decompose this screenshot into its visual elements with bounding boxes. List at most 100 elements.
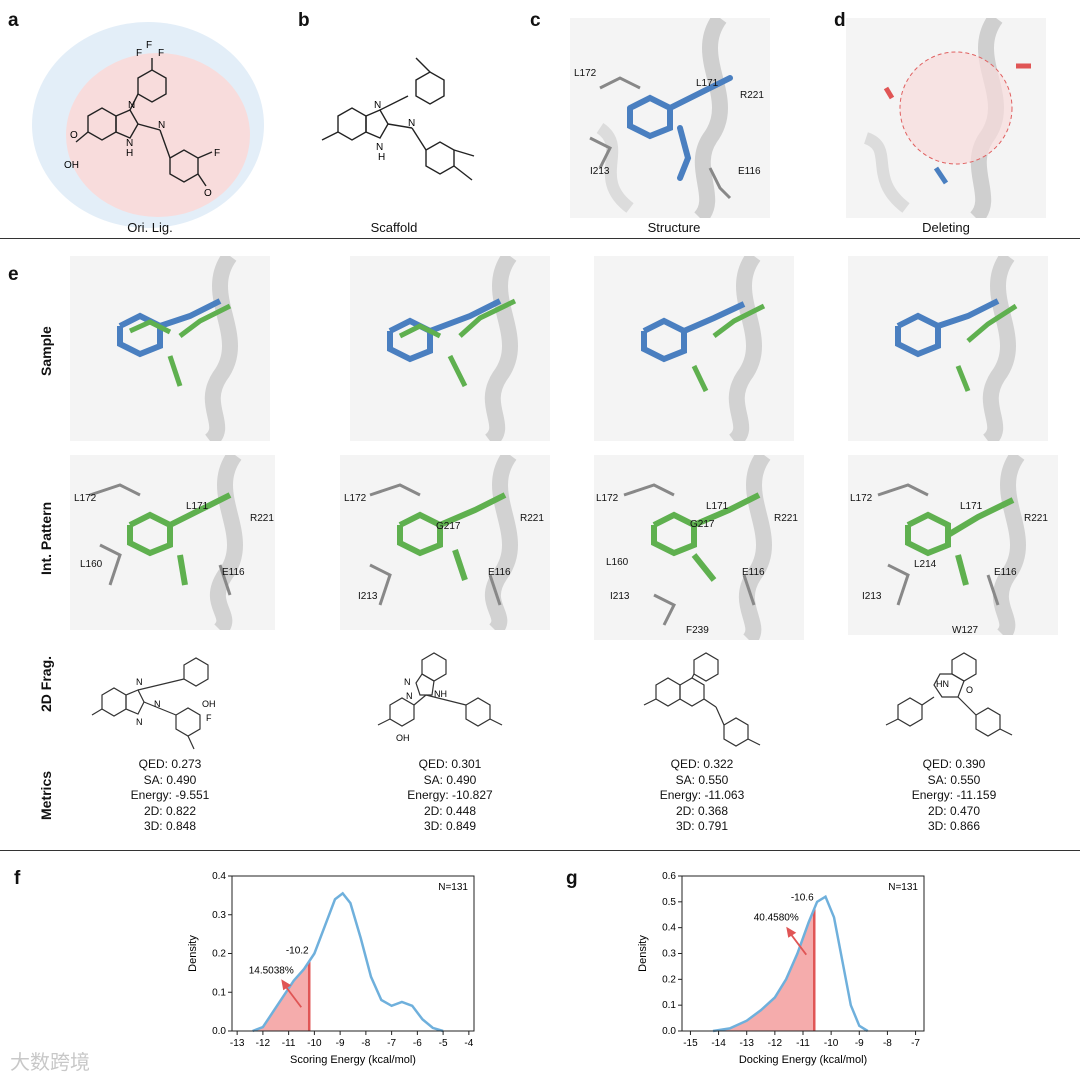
metrics-1: QED: 0.273 SA: 0.490 Energy: -9.551 2D: … [90,757,250,835]
metric-2d: 2D: 0.822 [143,803,197,818]
chart2-y-tick-label-4: 0.4 [662,923,676,934]
int4-res-3: L214 [914,559,937,570]
atom-f3: F [158,48,164,59]
res-l171: L171 [696,78,719,89]
panel-d-deleting [846,18,1046,218]
atom-o: O [70,130,78,141]
res-e116: E116 [738,166,761,177]
int-panel-2: L172 G217 R221 I213 E116 [340,455,550,630]
frag4-atom-1: O [966,685,973,695]
metric-3d: 3D: 0.866 [927,819,981,833]
scaffold-atom-n2: N [408,118,415,129]
chart2-x-tick-label-0: -15 [683,1038,698,1049]
scaffold-atom-n1: N [374,100,381,111]
row-label-2d-frag: 2D Frag. [38,655,54,712]
panel-label-a: a [8,10,19,31]
chart1-x-tick-label-9: -4 [464,1038,473,1049]
panel-label-g: g [566,868,578,889]
chart1-x-axis-label: Scoring Energy (kcal/mol) [290,1054,416,1066]
int3-res-4: L160 [606,557,629,568]
panel-a-ligand: F F F N N N H O OH F O [32,22,264,228]
int-panel-3: L172 L171 G217 R221 L160 I213 E116 F239 [594,455,804,640]
chart1-arrow-head [281,979,292,991]
frag-4: HN O [885,652,1013,737]
chart2-x-tick-label-2: -13 [739,1038,754,1049]
chart1-x-tick-label-5: -8 [361,1038,370,1049]
frag4-atom-0: HN [936,679,949,689]
chart1-x-tick-label-7: -6 [413,1038,422,1049]
chart2-n-label: N=131 [888,882,918,893]
int-panel-1: L172 L171 R221 L160 E116 [70,455,275,630]
frag1-atom-1: N [154,699,161,709]
scaffold-atom-n3: N [376,142,383,153]
frag1-atom-2: N [136,717,143,727]
atom-h: H [126,148,133,159]
chart2-x-tick-label-6: -9 [855,1038,864,1049]
chart1-x-tick-label-0: -13 [230,1038,245,1049]
metric-energy: Energy: -11.159 [911,788,997,802]
metric-2d: 2D: 0.470 [927,803,981,818]
int4-res-5: E116 [994,567,1017,578]
int2-res-4: E116 [488,567,511,578]
metric-energy: Energy: -10.827 [407,788,493,802]
chart2-y-tick-label-5: 0.5 [662,897,676,908]
int3-res-2: G217 [690,519,715,530]
chart2-x-tick-label-1: -14 [711,1038,726,1049]
chart2-y-tick-label-0: 0.0 [662,1026,676,1037]
row-label-sample: Sample [38,326,54,376]
metric-energy: Energy: -11.063 [659,788,745,802]
frag2-atom-2: NH [434,689,447,699]
int-panel-4: L172 L171 R221 L214 I213 E116 W127 [848,455,1058,635]
chart1-y-tick-label-2: 0.2 [212,949,226,960]
divider-2 [0,850,1080,851]
int1-res-4: E116 [222,567,245,578]
frag2-atom-0: N [404,677,411,687]
chart2-y-tick-label-2: 0.2 [662,974,676,985]
panel-label-d: d [834,10,846,31]
metrics-4: QED: 0.390 SA: 0.550 Energy: -11.159 2D:… [874,757,1034,835]
panel-label-f: f [14,868,21,889]
chart-docking-energy: -15 -14 -13 -12 -11 -10 -9 -8 -7 0.0 0.1 0.2 0.3 0.4 0… [637,871,925,1066]
int1-res-0: L172 [74,493,97,504]
caption-d: Deleting [922,220,970,235]
int1-res-2: R221 [250,513,274,524]
chart1-shaded-area [252,961,310,1031]
metrics-3: QED: 0.322 SA: 0.550 Energy: -11.063 2D:… [622,757,782,835]
frag-2: N N NH OH [377,652,503,743]
divider-1 [0,238,1080,239]
int4-res-6: W127 [952,625,979,635]
metric-qed: QED: 0.301 [418,757,482,771]
chart1-y-tick-label-4: 0.4 [212,871,226,882]
int1-res-1: L171 [186,501,209,512]
chart2-y-tick-label-6: 0.6 [662,871,676,882]
chart2-x-tick-label-5: -10 [824,1038,839,1049]
frag1-atom-3: OH [202,699,216,709]
chart2-threshold-label: -10.6 [791,893,814,904]
atom-oh: OH [64,160,79,171]
int3-res-1: L171 [706,501,729,512]
chart2-x-tick-label-4: -11 [796,1038,810,1049]
scaffold-atom-h: H [378,152,385,163]
atom-n1: N [128,100,135,111]
chart2-x-tick-label-8: -7 [911,1038,920,1049]
chart1-y-tick-label-1: 0.1 [212,987,226,998]
frag1-atom-4: F [206,713,212,723]
chart2-arrow-head [786,926,797,938]
frag2-atom-3: OH [396,733,410,743]
inner-ellipse [66,53,250,217]
chart2-x-tick-label-3: -12 [768,1038,783,1049]
metric-qed: QED: 0.322 [670,757,734,771]
chart2-y-tick-label-3: 0.3 [662,949,676,960]
metric-3d: 3D: 0.849 [423,819,477,833]
int3-res-6: E116 [742,567,765,578]
metric-sa: SA: 0.490 [143,772,197,787]
chart2-x-tick-label-7: -8 [883,1038,892,1049]
atom-f2: F [136,48,142,59]
metric-qed: QED: 0.273 [138,757,202,771]
int2-res-2: R221 [520,513,544,524]
atom-o2: O [204,188,212,199]
panel-label-e: e [8,264,19,285]
sample-panel-1 [70,256,270,441]
frag-3 [643,652,761,747]
chart1-x-tick-label-2: -11 [282,1038,296,1049]
